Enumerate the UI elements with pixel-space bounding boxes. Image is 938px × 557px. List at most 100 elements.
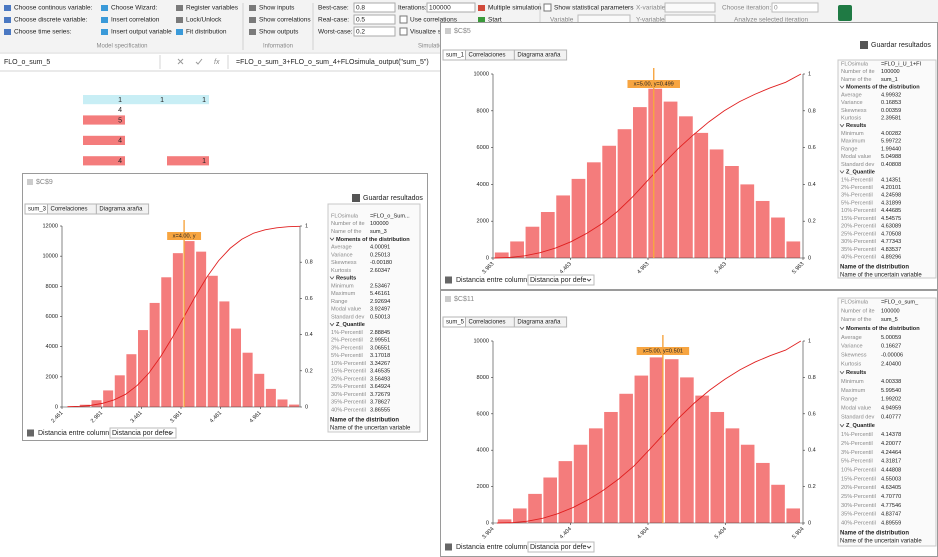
bar [634, 375, 649, 523]
distance-value: Distancia por defe [530, 544, 587, 551]
input-value: 0 [774, 5, 778, 12]
ribbon-item[interactable]: Multiple simulation [488, 5, 542, 12]
stat-value: 2.40400 [881, 361, 901, 367]
checkbox[interactable] [399, 27, 408, 36]
fx-icon[interactable]: fx [214, 59, 220, 66]
dropdown[interactable] [664, 2, 716, 13]
ribbon-item[interactable]: Show outputs [259, 29, 299, 36]
tab[interactable] [513, 316, 568, 328]
tab-label: Correlaciones [469, 320, 506, 326]
checkbox-label: Show statistical parameters [554, 5, 634, 12]
tab-label: Diagrama araña [517, 320, 561, 326]
stat-value: 4.83537 [881, 247, 901, 253]
stat-label: Kurtosis [841, 361, 861, 367]
enter-icon[interactable] [195, 58, 203, 65]
stat-value: 2.53467 [370, 283, 390, 289]
save-button[interactable]: Guardar resultados [363, 195, 423, 202]
ribbon-item[interactable]: Choose Wizard: [111, 5, 157, 12]
bar [588, 428, 603, 523]
stat-label: Average [841, 335, 862, 341]
distance-label: Distancia entre columnas: [38, 430, 119, 437]
stat-label: 25%-Percentil [841, 231, 876, 237]
cell-value: 4 [118, 138, 122, 145]
input[interactable] [353, 2, 396, 13]
save-button[interactable]: Guardar resultados [871, 42, 931, 49]
stat-label: 40%-Percentil [841, 254, 876, 260]
y2-tick-label: 0.2 [808, 484, 816, 490]
ribbon-item[interactable]: Insert output variable [111, 29, 172, 36]
stat-value: 4.24598 [881, 193, 901, 199]
stat-label: Average [331, 245, 352, 251]
bar [725, 428, 740, 523]
stat-value: 3.92497 [370, 307, 390, 313]
ribbon-item[interactable]: Lock/Unlock [186, 17, 222, 24]
stats-panel [837, 59, 937, 279]
y2-tick-label: 0.8 [808, 375, 816, 381]
ribbon-item[interactable]: Fit distribution [186, 29, 227, 36]
stat-label: Range [331, 299, 347, 305]
input[interactable] [353, 14, 396, 25]
section-title: Results [336, 276, 356, 282]
cell [167, 95, 209, 105]
save-icon[interactable] [352, 194, 360, 202]
ribbon-item[interactable]: Insert correlation [111, 17, 160, 24]
stat-value: 4.31817 [881, 459, 901, 465]
tab-label: Diagrama araña [517, 53, 561, 59]
y-tick-label: 12000 [42, 223, 58, 229]
cursor-label-box [636, 347, 690, 355]
stat-label: Name of the [331, 229, 361, 235]
cancel-icon[interactable] [177, 58, 184, 65]
input[interactable] [771, 2, 819, 13]
tab[interactable] [513, 49, 568, 61]
stat-value: 0.40777 [881, 414, 901, 420]
ribbon-item[interactable]: Start [488, 17, 502, 24]
cell [83, 95, 125, 105]
stat-value: -0.00006 [881, 353, 903, 359]
y-tick-label: 0 [486, 255, 489, 261]
excel-icon[interactable] [838, 5, 852, 21]
field-label: Real-case: [318, 17, 349, 24]
group-label: Information [263, 44, 293, 50]
ribbon-item[interactable]: Choose time series: [14, 29, 72, 36]
distance-value: Distancia por defec [112, 430, 172, 437]
name-box[interactable]: FLO_o_sum_5 [4, 59, 50, 66]
footer-title: Name of the distribution [330, 418, 399, 424]
icon [101, 5, 108, 11]
ribbon-item[interactable]: Choose continous variable: [14, 5, 93, 12]
y2-tick-label: 0.4 [305, 332, 313, 338]
stat-label: 1%-Percentil [331, 330, 363, 336]
checkbox[interactable] [543, 3, 552, 12]
checkbox[interactable] [399, 15, 408, 24]
stat-label: Maximum [841, 139, 866, 145]
ribbon-item[interactable]: Choose discrete variable: [14, 17, 88, 24]
footer-text: Name of the uncertan variable [330, 426, 411, 432]
save-icon[interactable] [860, 41, 868, 49]
tab[interactable] [95, 203, 150, 215]
collapse-icon [839, 170, 845, 174]
stat-label: 40%-Percentil [331, 407, 366, 413]
stat-value: sum_5 [881, 317, 898, 323]
input[interactable] [353, 26, 396, 37]
stat-label: Standard dev [331, 314, 364, 320]
ribbon-item[interactable]: Register variables [186, 5, 239, 12]
ribbon-item[interactable]: Show correlations [259, 17, 311, 24]
y-tick-label: 2000 [46, 374, 58, 380]
y2-tick-label: 0.6 [305, 296, 313, 302]
stat-label: Standard dev [841, 414, 874, 420]
input[interactable] [426, 2, 476, 13]
ribbon-item[interactable]: Analyze selected iteration [734, 17, 808, 24]
tab-label: sum_3 [28, 207, 47, 213]
distance-dropdown[interactable] [527, 541, 595, 553]
bar [710, 411, 725, 523]
distance-dropdown[interactable] [109, 427, 177, 439]
formula[interactable]: =FLO_o_sum_3+FLO_o_sum_4+FLOsimula_outpu… [236, 59, 429, 66]
footer-icon [445, 276, 452, 284]
footer-title: Name of the distribution [840, 531, 909, 537]
ribbon-item[interactable]: Show inputs [259, 5, 295, 12]
distance-dropdown[interactable] [527, 274, 595, 286]
distance-value: Distancia por defe [530, 277, 587, 284]
stat-label: 15%-Percentil [331, 369, 366, 375]
stat-label: 25%-Percentil [331, 384, 366, 390]
stat-value: 4.14351 [881, 177, 901, 183]
cell-value: 1 [202, 97, 206, 104]
